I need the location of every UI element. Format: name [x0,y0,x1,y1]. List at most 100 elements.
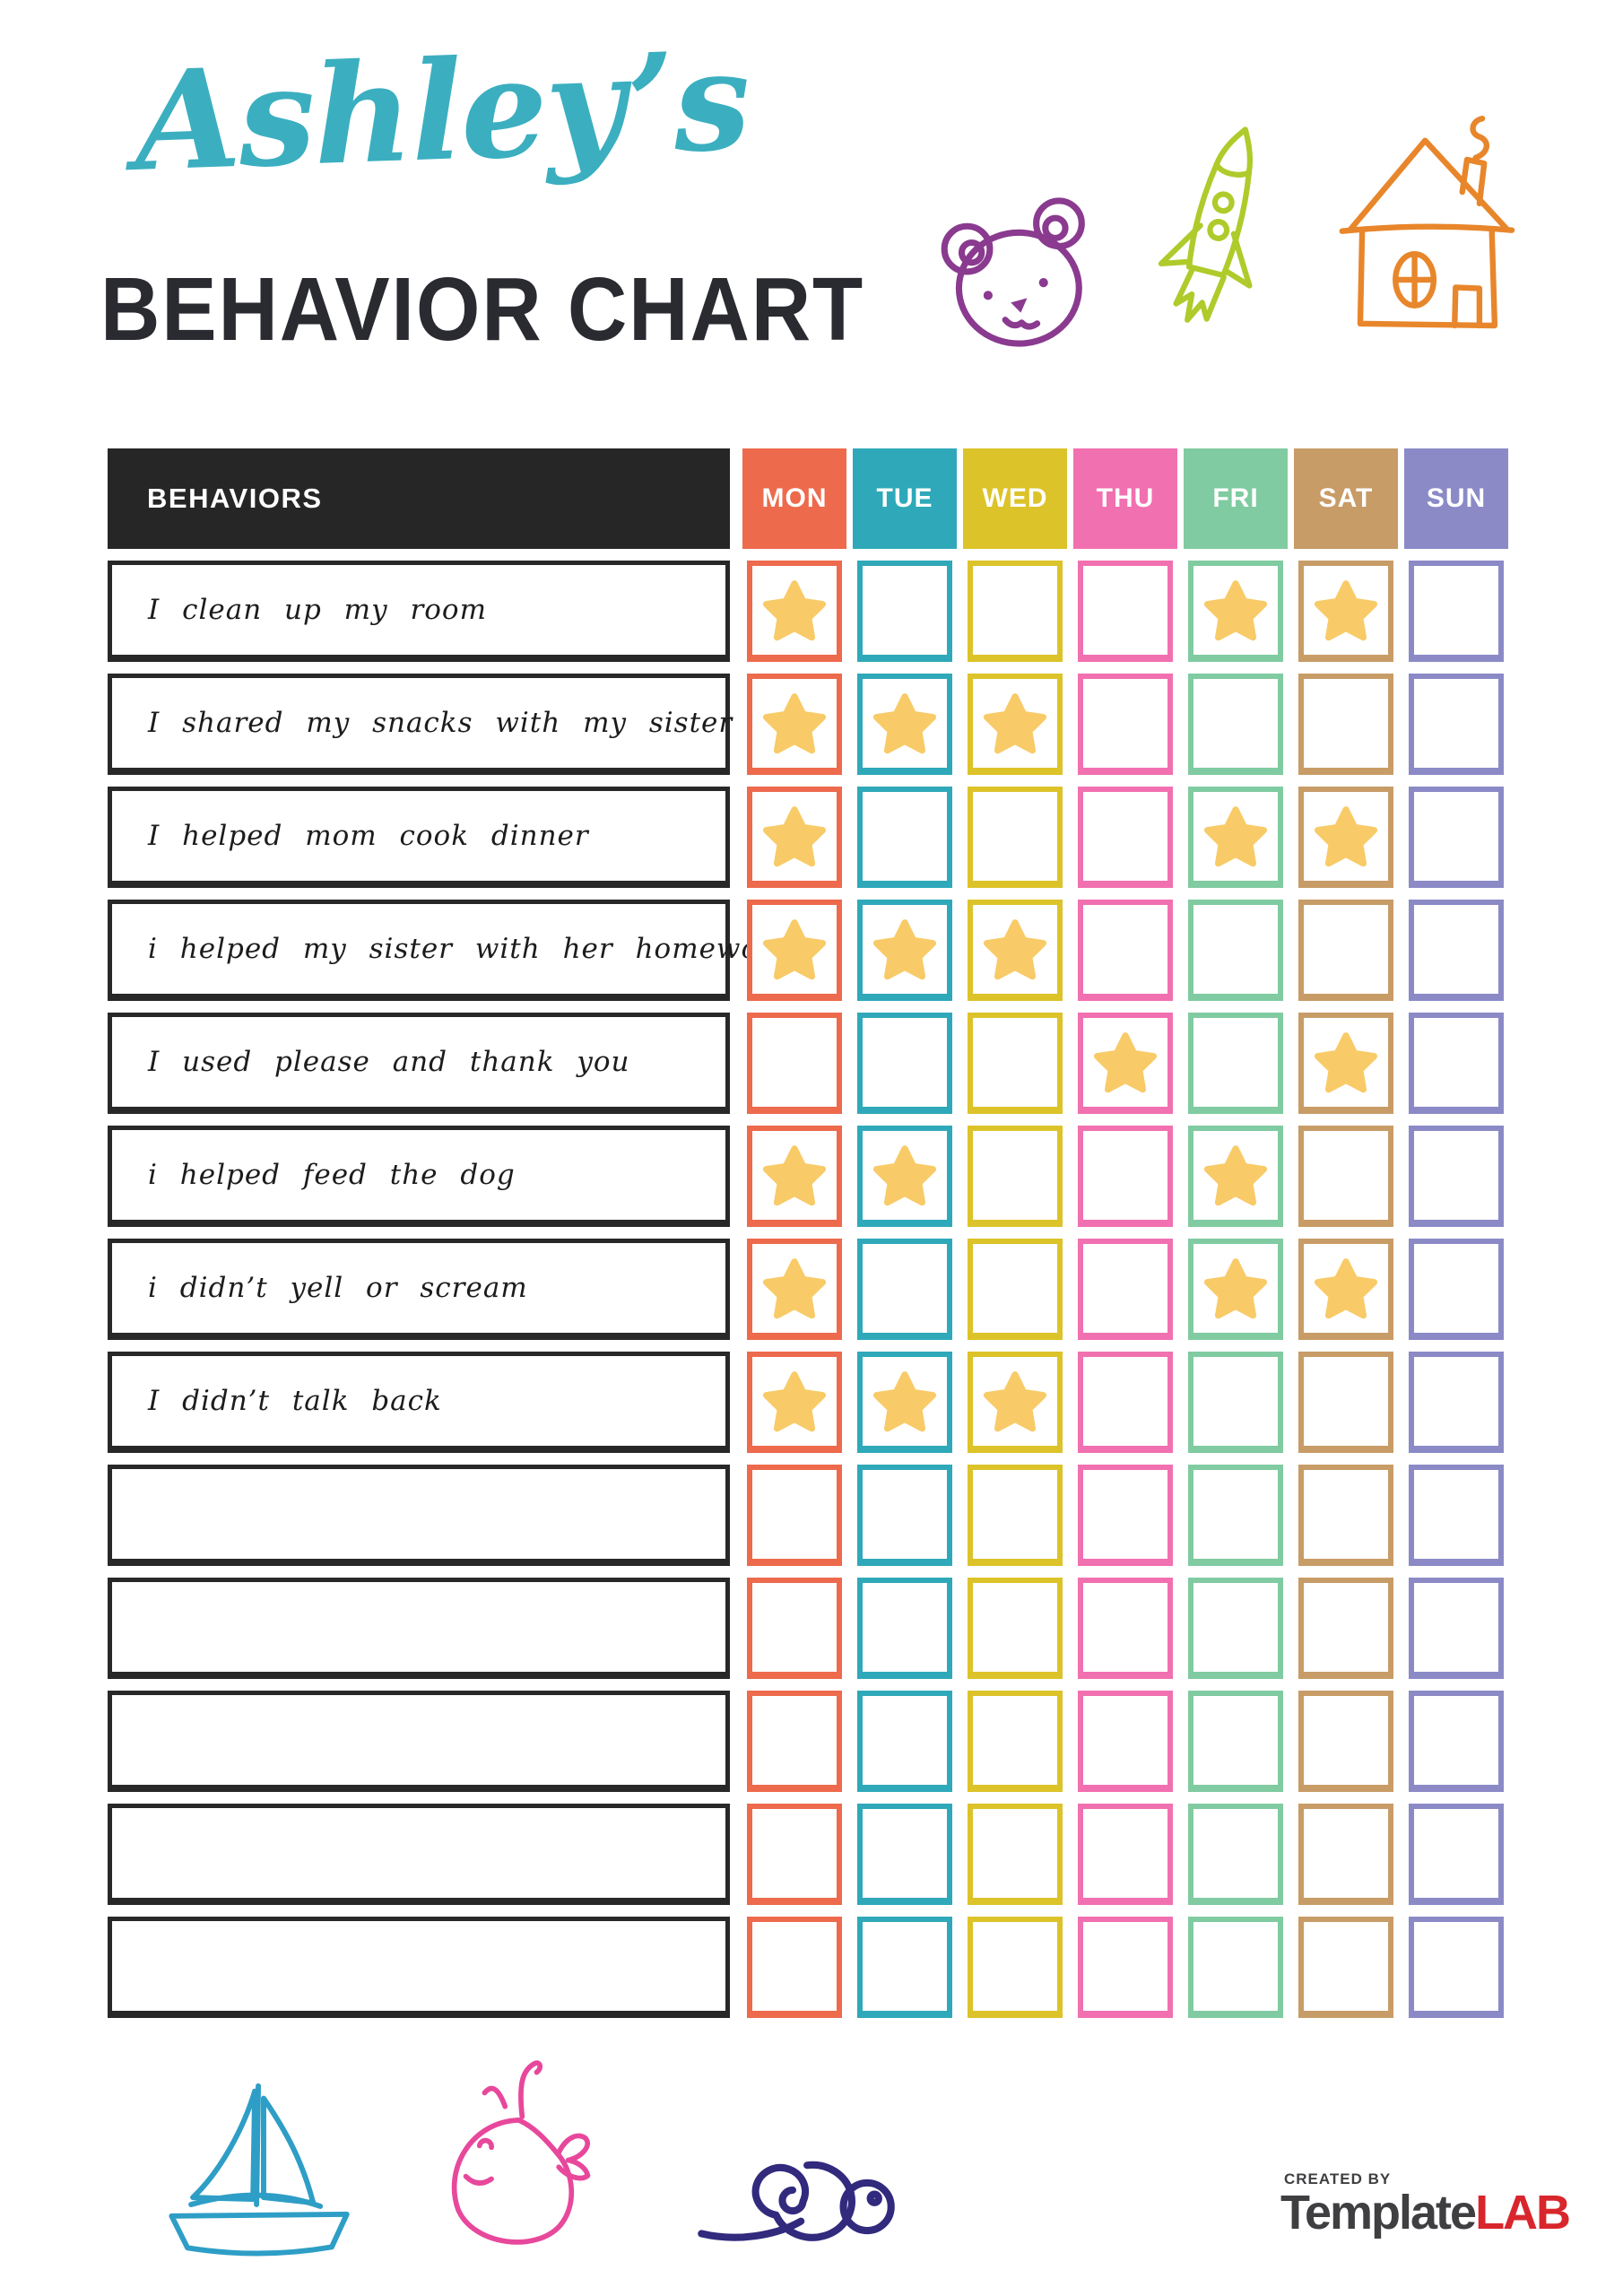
star-cell-wed[interactable] [968,1013,1063,1114]
star-cell-fri[interactable] [1188,900,1283,1001]
star-cell-thu[interactable] [1078,787,1173,888]
star-cell-thu[interactable] [1078,561,1173,662]
star-cell-fri[interactable] [1188,561,1283,662]
star-cell-wed[interactable] [968,1691,1063,1792]
star-cell-thu[interactable] [1078,1126,1173,1227]
star-cell-mon[interactable] [747,1917,842,2018]
cell-column [1184,674,1288,775]
star-cell-sat[interactable] [1298,1239,1393,1340]
star-cell-fri[interactable] [1188,1352,1283,1453]
star-cell-tue[interactable] [857,1465,952,1566]
star-cell-sat[interactable] [1298,674,1393,775]
star-cell-sat[interactable] [1298,1352,1393,1453]
star-icon [872,1370,937,1431]
star-cell-tue[interactable] [857,900,952,1001]
star-cell-sun[interactable] [1409,1691,1504,1792]
star-cell-fri[interactable] [1188,674,1283,775]
star-cell-mon[interactable] [747,1013,842,1114]
star-cell-sun[interactable] [1409,1013,1504,1114]
star-cell-sun[interactable] [1409,1352,1504,1453]
star-cell-fri[interactable] [1188,1465,1283,1566]
star-cell-wed[interactable] [968,787,1063,888]
star-cell-sat[interactable] [1298,1691,1393,1792]
star-cell-thu[interactable] [1078,1917,1173,2018]
behavior-label-cell[interactable] [108,1691,730,1792]
star-cell-sun[interactable] [1409,900,1504,1001]
star-cell-sun[interactable] [1409,1804,1504,1905]
star-cell-tue[interactable] [857,1804,952,1905]
star-cell-mon[interactable] [747,1352,842,1453]
star-cell-thu[interactable] [1078,1691,1173,1792]
behavior-label-cell[interactable] [108,1578,730,1679]
day-header-thu: THU [1073,448,1177,549]
star-cell-wed[interactable] [968,900,1063,1001]
star-cell-mon[interactable] [747,561,842,662]
star-cell-fri[interactable] [1188,1804,1283,1905]
star-cell-thu[interactable] [1078,1804,1173,1905]
star-cell-wed[interactable] [968,1239,1063,1340]
behavior-label-cell[interactable] [108,1804,730,1905]
star-cell-thu[interactable] [1078,674,1173,775]
star-cell-sun[interactable] [1409,1917,1504,2018]
star-cell-tue[interactable] [857,1578,952,1679]
star-cell-tue[interactable] [857,1239,952,1340]
star-cell-tue[interactable] [857,1352,952,1453]
star-cell-mon[interactable] [747,674,842,775]
star-cell-wed[interactable] [968,1465,1063,1566]
star-cell-sun[interactable] [1409,1465,1504,1566]
star-cell-sat[interactable] [1298,561,1393,662]
star-cell-sun[interactable] [1409,1578,1504,1679]
star-cell-mon[interactable] [747,1691,842,1792]
star-cell-sat[interactable] [1298,787,1393,888]
star-cell-tue[interactable] [857,1691,952,1792]
star-cell-sun[interactable] [1409,674,1504,775]
star-cell-thu[interactable] [1078,1578,1173,1679]
star-cell-sat[interactable] [1298,1578,1393,1679]
star-cell-thu[interactable] [1078,1352,1173,1453]
star-cell-sat[interactable] [1298,1126,1393,1227]
star-cell-fri[interactable] [1188,1578,1283,1679]
star-cell-fri[interactable] [1188,1126,1283,1227]
star-cell-tue[interactable] [857,561,952,662]
star-cell-wed[interactable] [968,1917,1063,2018]
behavior-label-cell[interactable] [108,1465,730,1566]
star-cell-fri[interactable] [1188,1013,1283,1114]
star-cell-sun[interactable] [1409,787,1504,888]
star-cell-thu[interactable] [1078,900,1173,1001]
star-cell-fri[interactable] [1188,1691,1283,1792]
star-cell-mon[interactable] [747,1239,842,1340]
star-cell-tue[interactable] [857,1013,952,1114]
star-cell-tue[interactable] [857,1917,952,2018]
star-cell-sun[interactable] [1409,1126,1504,1227]
star-cell-mon[interactable] [747,787,842,888]
star-cell-mon[interactable] [747,1126,842,1227]
star-icon [1203,1257,1268,1318]
star-cell-tue[interactable] [857,787,952,888]
star-cell-wed[interactable] [968,1804,1063,1905]
star-cell-fri[interactable] [1188,1239,1283,1340]
star-cell-thu[interactable] [1078,1239,1173,1340]
star-cell-fri[interactable] [1188,1917,1283,2018]
star-cell-sat[interactable] [1298,1917,1393,2018]
star-cell-wed[interactable] [968,1578,1063,1679]
star-cell-tue[interactable] [857,674,952,775]
behavior-label-cell[interactable] [108,1917,730,2018]
star-cell-mon[interactable] [747,1465,842,1566]
star-cell-wed[interactable] [968,561,1063,662]
star-cell-sat[interactable] [1298,1465,1393,1566]
star-cell-thu[interactable] [1078,1013,1173,1114]
star-cell-thu[interactable] [1078,1465,1173,1566]
star-cell-sun[interactable] [1409,561,1504,662]
star-cell-fri[interactable] [1188,787,1283,888]
star-cell-wed[interactable] [968,1352,1063,1453]
star-cell-wed[interactable] [968,1126,1063,1227]
star-cell-sat[interactable] [1298,1013,1393,1114]
star-cell-tue[interactable] [857,1126,952,1227]
star-cell-wed[interactable] [968,674,1063,775]
star-cell-mon[interactable] [747,1578,842,1679]
star-cell-sat[interactable] [1298,900,1393,1001]
star-cell-mon[interactable] [747,1804,842,1905]
star-cell-mon[interactable] [747,900,842,1001]
star-cell-sun[interactable] [1409,1239,1504,1340]
star-cell-sat[interactable] [1298,1804,1393,1905]
